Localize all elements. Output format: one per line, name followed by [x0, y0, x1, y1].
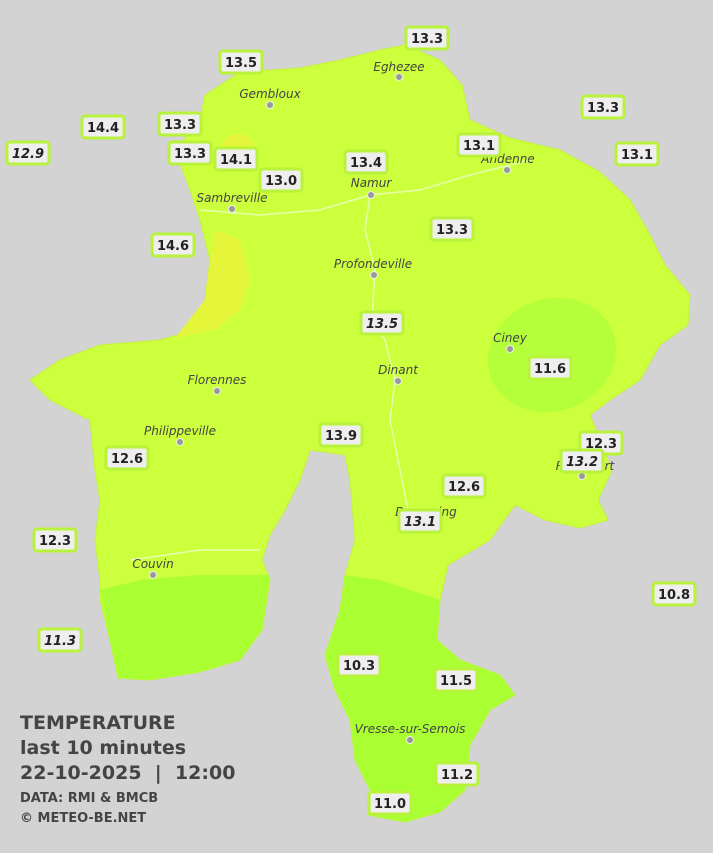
station-box — [651, 581, 697, 607]
legend-source: DATA: RMI & BMCB — [20, 791, 159, 806]
station-value: 12.9 — [12, 147, 44, 162]
station-value: 13.3 — [174, 147, 206, 162]
station-box — [404, 25, 450, 51]
station-box — [336, 652, 382, 678]
station-value: 14.6 — [157, 239, 189, 254]
station-value: 13.1 — [463, 139, 495, 154]
city-name: Ciney — [493, 331, 528, 345]
station-box — [559, 448, 605, 474]
station-box — [37, 627, 83, 653]
station-value: 13.9 — [325, 429, 357, 444]
station-value: 10.3 — [343, 659, 375, 674]
station-value: 13.2 — [566, 455, 598, 470]
station-box — [614, 141, 660, 167]
station-box — [5, 140, 51, 166]
city-dot — [228, 205, 236, 213]
station-value: 14.4 — [87, 121, 119, 136]
city-name: Gembloux — [239, 87, 301, 101]
city-name: Sambreville — [196, 191, 267, 205]
city-dot — [266, 101, 274, 109]
station-value: 11.3 — [44, 634, 76, 649]
station-box — [318, 422, 364, 448]
legend-period: last 10 minutes — [20, 737, 187, 759]
city-dot — [395, 73, 403, 81]
city-dot — [213, 387, 221, 395]
station-value: 10.8 — [658, 588, 690, 603]
station-value: 13.5 — [225, 56, 257, 71]
station-box — [429, 216, 475, 242]
station-value: 13.0 — [265, 174, 297, 189]
city-dot — [406, 736, 414, 744]
station-value: 13.1 — [621, 148, 653, 163]
station-box — [32, 527, 78, 553]
station-value: 13.5 — [366, 317, 398, 332]
warm-zone — [175, 230, 250, 338]
city-name: Namur — [351, 176, 393, 190]
legend-datetime: 22-10-2025 | 12:00 — [20, 762, 236, 784]
station-box — [397, 508, 443, 534]
station-box — [167, 140, 213, 166]
city-dot — [578, 472, 586, 480]
city-dot — [367, 191, 375, 199]
city-name: Dinant — [378, 363, 419, 377]
station-value: 12.3 — [585, 437, 617, 452]
station-box — [527, 355, 573, 381]
city-dot — [370, 271, 378, 279]
station-value: 13.1 — [404, 515, 436, 530]
station-box — [258, 167, 304, 193]
legend-title: TEMPERATURE — [20, 712, 176, 734]
station-value: 12.3 — [39, 534, 71, 549]
station-value: 12.6 — [111, 452, 143, 467]
station-value: 13.3 — [587, 101, 619, 116]
city-name: Philippeville — [144, 424, 216, 438]
station-value: 11.6 — [534, 362, 566, 377]
station-box — [456, 132, 502, 158]
station-box — [80, 114, 126, 140]
station-box — [343, 149, 389, 175]
station-box — [157, 111, 203, 137]
station-box — [150, 232, 196, 258]
station-value: 13.4 — [350, 156, 382, 171]
cool-zone — [487, 297, 617, 413]
station-box — [218, 49, 264, 75]
station-box — [441, 473, 487, 499]
station-box — [580, 94, 626, 120]
station-box — [104, 445, 150, 471]
station-box — [359, 310, 405, 336]
station-value: 11.0 — [374, 797, 406, 812]
station-box — [434, 761, 480, 787]
station-value: 12.6 — [448, 480, 480, 495]
city-name: Couvin — [132, 557, 173, 571]
station-value: 11.2 — [441, 768, 473, 783]
station-value: 13.3 — [436, 223, 468, 238]
city-dot — [149, 571, 157, 579]
cool-zone — [325, 575, 515, 822]
city-dot — [503, 166, 511, 174]
station-box — [433, 667, 479, 693]
station-box — [367, 790, 413, 816]
city-dot — [176, 438, 184, 446]
city-dot — [394, 377, 402, 385]
city-dot — [506, 345, 514, 353]
station-value: 14.1 — [220, 153, 252, 168]
station-value: 11.5 — [440, 674, 472, 689]
city-name: Profondeville — [334, 257, 412, 271]
city-name: Vresse-sur-Semois — [355, 722, 466, 736]
station-value: 13.3 — [164, 118, 196, 133]
cool-zone — [100, 575, 270, 680]
city-name: Florennes — [188, 373, 247, 387]
station-box — [213, 146, 259, 172]
station-value: 13.3 — [411, 32, 443, 47]
legend-credit: © METEO-BE.NET — [20, 811, 147, 826]
city-name: Eghezee — [373, 60, 424, 74]
